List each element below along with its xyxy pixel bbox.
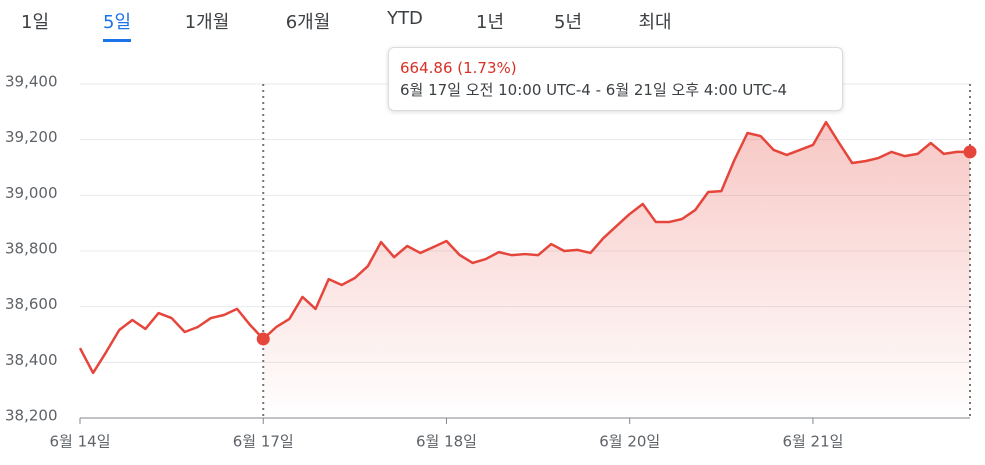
range-tab[interactable]: 6개월 — [285, 12, 331, 33]
x-tick-label: 6월 17일 — [233, 433, 294, 451]
range-tab[interactable]: 1개월 — [184, 12, 230, 33]
price-line — [78, 120, 970, 375]
range-tab[interactable]: YTD — [387, 8, 423, 29]
x-tick-label: 6월 21일 — [782, 433, 843, 451]
y-tick-label: 39,000 — [5, 184, 58, 202]
range-marker-dot — [256, 332, 270, 346]
y-tick-label: 38,600 — [5, 295, 58, 313]
range-tab[interactable]: 최대 — [638, 12, 672, 33]
range-tab[interactable]: 1일 — [20, 12, 50, 33]
range-tab[interactable]: 5일 — [102, 8, 132, 42]
x-tick-label: 6월 18일 — [416, 433, 477, 451]
y-tick-label: 39,200 — [5, 128, 58, 146]
selection-area — [263, 122, 970, 419]
range-tab[interactable]: 5년 — [553, 12, 583, 33]
range-marker-dot — [963, 145, 977, 159]
tooltip-change: 664.86 (1.73%) — [400, 59, 517, 77]
y-tick-label: 38,400 — [5, 351, 58, 369]
range-tab[interactable]: 1년 — [475, 12, 505, 33]
y-tick-label: 39,400 — [5, 73, 58, 91]
range-tabs: 1일 5일 1개월 6개월 YTD 1년 5년 최대 — [0, 0, 985, 44]
y-tick-label: 38,200 — [5, 407, 58, 425]
x-tick-label: 6월 20일 — [599, 433, 660, 451]
tooltip-range: 6월 17일 오전 10:00 UTC-4 - 6월 21일 오후 4:00 U… — [400, 81, 788, 99]
x-tick-label: 6월 14일 — [50, 433, 111, 451]
tooltip: 664.86 (1.73%) 6월 17일 오전 10:00 UTC-4 - 6… — [388, 47, 843, 111]
y-tick-label: 38,800 — [5, 240, 58, 258]
